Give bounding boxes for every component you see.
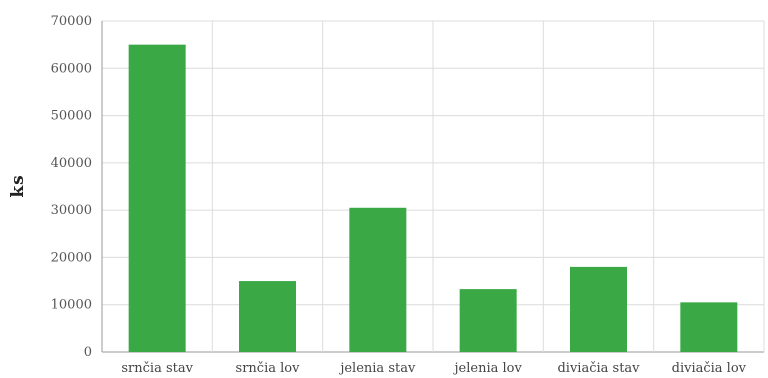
x-tick-labels: srnčia stav srnčia lov jelenia stav jelenia… [121, 361, 746, 376]
bar-2 [349, 207, 407, 352]
x-tick-label: srnčia stav [121, 361, 193, 376]
y-tick-label: 40000 [51, 156, 92, 171]
y-tick-label: 20000 [51, 250, 92, 265]
x-tick-label: diviačia stav [557, 361, 640, 376]
x-tick-label: jelenia lov [453, 361, 523, 376]
y-axis-label: ks [8, 174, 28, 197]
grid [101, 20, 765, 353]
bar-0 [128, 44, 186, 353]
y-tick-label: 30000 [51, 203, 92, 218]
bar-4 [570, 266, 627, 352]
y-tick-labels: 0 10000 20000 30000 40000 50000 60000 70000 [51, 14, 92, 360]
bars [128, 44, 738, 353]
y-tick-label: 60000 [51, 61, 92, 76]
x-tick-label: diviačia lov [672, 361, 747, 376]
y-tick-label: 0 [84, 345, 92, 360]
y-tick-label: 50000 [51, 109, 92, 124]
bar-3 [459, 289, 517, 352]
y-tick-label: 70000 [51, 14, 92, 29]
bar-1 [239, 281, 296, 352]
y-tick-label: 10000 [51, 298, 92, 313]
bar-5 [680, 302, 738, 352]
x-tick-label: jelenia stav [338, 361, 416, 376]
x-tick-label: srnčia lov [236, 361, 301, 376]
